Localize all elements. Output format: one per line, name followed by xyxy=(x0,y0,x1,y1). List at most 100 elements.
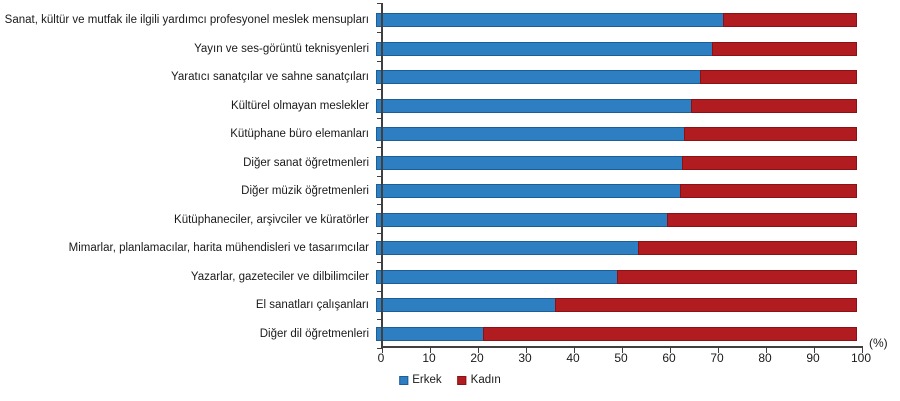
x-axis-tick-label: 50 xyxy=(614,351,628,365)
category-label: Diğer müzik öğretmenleri xyxy=(241,185,369,198)
y-axis-tick xyxy=(377,233,382,234)
bar-segment-kadın xyxy=(617,269,857,284)
bar-segment-kadın xyxy=(699,70,857,85)
bar-track xyxy=(376,70,857,85)
bar-row: Diğer dil öğretmenleri xyxy=(0,320,900,349)
bar-segment-kadın xyxy=(684,127,857,142)
x-axis-tick-label: 100 xyxy=(850,351,872,365)
bar-track xyxy=(376,13,857,28)
x-axis-tick xyxy=(670,348,671,353)
x-axis-tick xyxy=(622,348,623,353)
bar-row: Kültürel olmayan meslekler xyxy=(0,92,900,121)
category-label: Sanat, kültür ve mutfak ile ilgili yardı… xyxy=(4,14,369,27)
category-label: Kütüphaneciler, arşivciler ve küratörler xyxy=(174,213,369,226)
y-axis-tick xyxy=(377,261,382,263)
legend-swatch-erkek-icon xyxy=(399,375,409,385)
legend-item-kadin: Kadın xyxy=(457,374,501,386)
x-axis-unit-label: (%) xyxy=(869,336,888,350)
x-axis-tick-label: 0 xyxy=(377,351,385,365)
x-axis-tick-label: 60 xyxy=(662,351,676,365)
bar-row: Diğer müzik öğretmenleri xyxy=(0,177,900,206)
plot-axes xyxy=(377,3,863,353)
bar-segment-kadın xyxy=(691,98,857,113)
x-axis-tick-label: 80 xyxy=(758,351,772,365)
category-label: Diğer dil öğretmenleri xyxy=(259,327,369,340)
y-axis-tick xyxy=(377,31,382,33)
bar-track xyxy=(376,127,857,142)
category-label: Mimarlar, planlamacılar, harita mühendis… xyxy=(68,242,369,255)
category-label: Yazarlar, gazeteciler ve dilbilimciler xyxy=(190,270,369,283)
bar-segment-kadın xyxy=(711,41,857,56)
bar-segment-erkek xyxy=(376,13,724,28)
bar-segment-erkek xyxy=(376,70,700,85)
bar-segment-erkek xyxy=(376,212,668,227)
x-axis-tick xyxy=(430,348,431,353)
x-axis-tick-label: 10 xyxy=(422,351,436,365)
bar-track xyxy=(376,241,857,256)
bar-segment-erkek xyxy=(376,269,618,284)
y-axis-tick xyxy=(377,348,382,349)
y-axis-tick xyxy=(377,118,382,119)
legend-label-erkek: Erkek xyxy=(412,374,442,386)
category-label: Diğer sanat öğretmenleri xyxy=(243,156,369,169)
category-label: Kültürel olmayan meslekler xyxy=(230,99,369,112)
y-axis-tick xyxy=(377,204,382,206)
bar-track xyxy=(376,269,857,284)
bar-segment-erkek xyxy=(376,298,556,313)
bar-segment-erkek xyxy=(376,155,683,170)
bar-segment-kadın xyxy=(637,241,857,256)
x-axis-tick-label: 70 xyxy=(710,351,724,365)
bar-row: Yayın ve ses-görüntü teknisyenleri xyxy=(0,35,900,64)
bar-row: Mimarlar, planlamacılar, harita mühendis… xyxy=(0,234,900,263)
bar-row: Yazarlar, gazeteciler ve dilbilimciler xyxy=(0,263,900,292)
bar-row: Diğer sanat öğretmenleri xyxy=(0,149,900,178)
bar-track xyxy=(376,184,857,199)
bar-segment-kadın xyxy=(682,155,857,170)
bar-row: Yaratıcı sanatçılar ve sahne sanatçıları xyxy=(0,63,900,92)
bar-row: Sanat, kültür ve mutfak ile ilgili yardı… xyxy=(0,6,900,35)
bar-segment-erkek xyxy=(376,241,638,256)
x-axis-tick xyxy=(574,348,575,353)
x-axis-tick-label: 90 xyxy=(806,351,820,365)
legend-label-kadin: Kadın xyxy=(470,374,501,386)
x-axis-tick xyxy=(526,348,527,353)
category-label: Yaratıcı sanatçılar ve sahne sanatçıları xyxy=(171,71,369,84)
y-axis-tick xyxy=(377,175,382,177)
x-axis-tick-label: 20 xyxy=(470,351,484,365)
bar-segment-kadın xyxy=(680,184,857,199)
category-label: El sanatları çalışanları xyxy=(255,299,369,312)
bar-segment-kadın xyxy=(555,298,857,313)
y-axis-tick xyxy=(377,319,382,321)
x-axis-tick xyxy=(718,348,719,353)
bar-segment-erkek xyxy=(376,184,681,199)
bar-track xyxy=(376,98,857,113)
y-axis-tick xyxy=(377,290,382,292)
bar-track xyxy=(376,41,857,56)
x-axis-tick xyxy=(862,348,863,353)
bar-row: El sanatları çalışanları xyxy=(0,291,900,320)
x-axis-tick xyxy=(382,348,383,353)
bar-segment-erkek xyxy=(376,41,712,56)
bar-track xyxy=(376,298,857,313)
category-label: Kütüphane büro elemanları xyxy=(230,128,369,141)
category-label: Yayın ve ses-görüntü teknisyenleri xyxy=(194,42,369,55)
bar-track xyxy=(376,212,857,227)
x-axis-tick xyxy=(814,348,815,353)
bar-segment-erkek xyxy=(376,127,685,142)
bar-segment-erkek xyxy=(376,98,692,113)
bar-track xyxy=(376,155,857,170)
bar-segment-kadın xyxy=(723,13,857,28)
bar-segment-erkek xyxy=(376,326,483,341)
bar-segment-kadın xyxy=(482,326,857,341)
x-axis-tick-label: 30 xyxy=(518,351,532,365)
bar-track xyxy=(376,326,857,341)
y-axis-tick xyxy=(377,89,382,91)
bar-segment-kadın xyxy=(667,212,857,227)
y-axis-tick xyxy=(377,3,382,4)
y-axis-tick xyxy=(377,146,382,148)
legend-item-erkek: Erkek xyxy=(399,374,442,386)
legend-swatch-kadin-icon xyxy=(457,375,467,385)
x-axis-tick xyxy=(478,348,479,353)
bar-rows-container: Sanat, kültür ve mutfak ile ilgili yardı… xyxy=(0,6,900,348)
